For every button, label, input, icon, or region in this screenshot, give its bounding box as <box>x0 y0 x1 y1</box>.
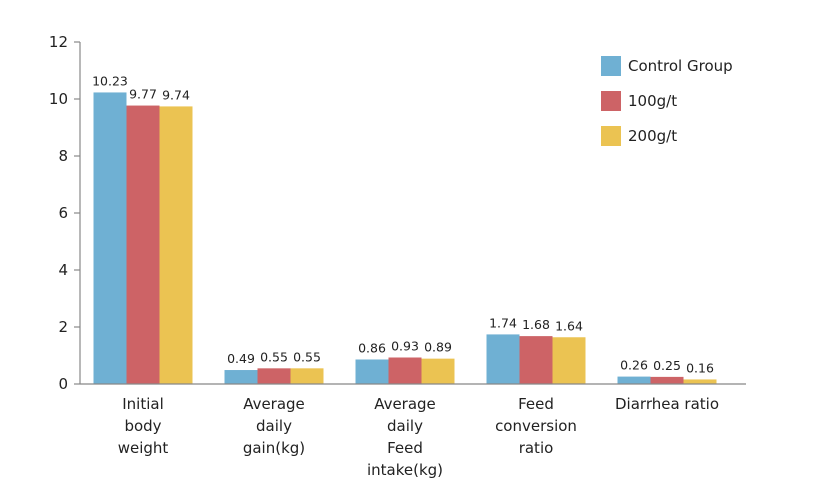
data-label: 9.74 <box>162 87 190 102</box>
data-label: 0.89 <box>424 340 452 355</box>
x-category-label: Average <box>374 395 436 413</box>
y-axis: 0 2 4 6 8 10 12 <box>49 33 81 393</box>
y-tick-label: 0 <box>58 375 68 393</box>
data-label: 1.74 <box>489 315 517 330</box>
bar <box>224 370 258 384</box>
x-category-label: Feed <box>387 439 423 457</box>
y-tick-label: 4 <box>58 261 68 279</box>
bar <box>650 376 684 384</box>
y-tick-label: 12 <box>49 33 68 51</box>
legend-swatch <box>601 126 621 146</box>
bar <box>552 337 586 384</box>
data-label: 1.68 <box>522 317 550 332</box>
data-label: 0.86 <box>358 340 386 355</box>
value-labels: 10.239.77 9.74 0.49 0.55 0.55 0.86 0.93 0.89 1.7… <box>92 73 714 375</box>
data-label: 0.93 <box>391 338 419 353</box>
bar <box>126 105 160 385</box>
bar <box>93 92 127 384</box>
x-category-label: gain(kg) <box>243 439 305 457</box>
x-category-label: Average <box>243 395 305 413</box>
x-category-label: Feed <box>518 395 554 413</box>
x-category-label: intake(kg) <box>367 461 443 479</box>
data-label: 1.64 <box>555 318 583 333</box>
data-label: 10.23 <box>92 73 128 88</box>
legend-swatch <box>601 91 621 111</box>
bar <box>257 368 291 384</box>
bars <box>93 92 717 385</box>
bar <box>486 334 520 384</box>
x-category-label: weight <box>118 439 169 457</box>
x-axis: Initial body weight Average daily gain(kg) Ave… <box>80 383 746 479</box>
bar <box>519 336 553 384</box>
x-category-label: body <box>124 417 161 435</box>
x-category-label: daily <box>256 417 292 435</box>
x-category-label: ratio <box>519 439 554 457</box>
bar <box>617 376 651 384</box>
data-label: 0.55 <box>293 349 321 364</box>
y-tick-label: 10 <box>49 90 68 108</box>
data-label: 0.25 <box>653 358 681 373</box>
legend-label: 100g/t <box>628 92 677 110</box>
data-label: 9.77 <box>129 87 157 102</box>
x-category-label: Diarrhea ratio <box>615 395 719 413</box>
y-tick-label: 2 <box>58 318 68 336</box>
data-label: 0.26 <box>620 358 648 373</box>
data-label: 0.16 <box>686 360 714 375</box>
bar <box>388 357 422 384</box>
legend: Control Group 100g/t 200g/t <box>601 56 733 146</box>
legend-swatch <box>601 56 621 76</box>
y-tick-label: 8 <box>58 147 68 165</box>
bar <box>159 106 193 384</box>
y-tick-label: 6 <box>58 204 68 222</box>
legend-label: Control Group <box>628 57 733 75</box>
x-category-label: conversion <box>495 417 577 435</box>
bar <box>290 368 324 384</box>
bar <box>421 358 455 384</box>
x-category-label: Initial <box>122 395 164 413</box>
data-label: 0.55 <box>260 349 288 364</box>
x-category-label: daily <box>387 417 423 435</box>
data-label: 0.49 <box>227 351 255 366</box>
legend-label: 200g/t <box>628 127 677 145</box>
bar <box>683 379 717 384</box>
bar <box>355 359 389 384</box>
